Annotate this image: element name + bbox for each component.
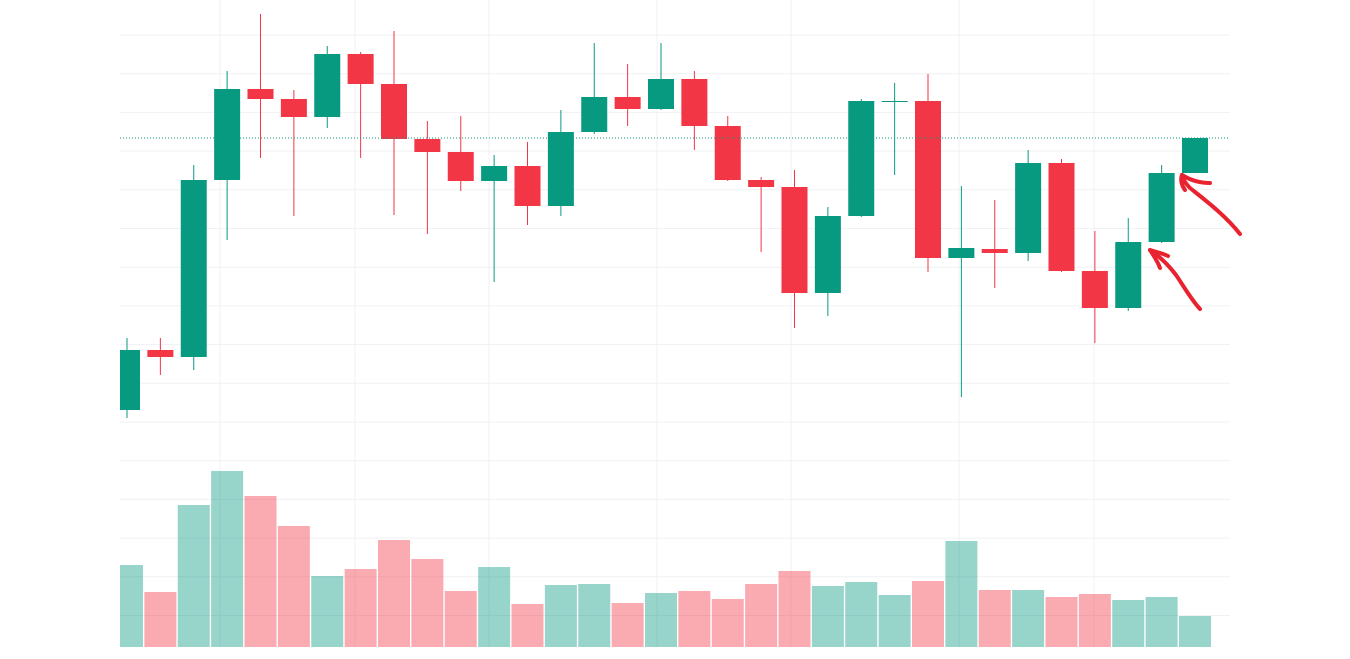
candle-body [981,249,1008,253]
volume-bar [878,595,911,647]
arrow-head [1179,173,1212,192]
candle-body [948,248,975,258]
candle-body [881,101,908,102]
volume-bar [511,604,544,647]
volume-bar [478,567,511,647]
volume-bar [611,603,644,647]
volume-bar [1045,597,1078,647]
volume-bar [1078,594,1111,647]
candle-body [481,166,508,181]
candle-body [547,132,574,206]
volume-bar [978,590,1011,647]
grid [120,0,1230,647]
candle-body [147,350,174,357]
candle-body [414,139,441,152]
candle-body [648,79,674,109]
plot [120,14,1230,647]
volume-bar [711,599,744,647]
candle-body [1081,271,1108,308]
volume-bar [544,585,577,647]
candle-body [848,101,875,216]
volume-bar [120,565,143,647]
volume-bar [811,586,844,647]
volume-bar [1112,600,1145,647]
arrow-head [1148,248,1170,270]
candle-body [447,152,474,181]
volume-bar [311,576,344,647]
volume-bar [745,584,778,647]
candle-body [514,166,541,206]
candle-body [347,54,374,84]
volume-bar [645,593,677,647]
volume-bar [578,584,611,647]
candle-body [1148,173,1175,242]
volume-bar [244,496,277,647]
candle-body [247,89,274,99]
arrow [1148,248,1202,311]
volume-bar [678,591,711,647]
volume-bar [912,581,944,647]
volume-bar [1179,616,1211,647]
candle-body [280,99,307,117]
candle-body [314,54,341,117]
volume-bar [378,540,410,647]
candle-body [614,97,641,109]
candle-body [120,350,140,410]
candle-body [1015,163,1042,253]
candle-body [180,180,207,357]
candle-body [714,126,741,180]
volume-bar [411,559,444,647]
volume-bar [845,582,878,647]
volume-bar [444,591,477,647]
candle-body [381,84,407,139]
volume-bar [144,592,177,647]
volume-bar [778,571,811,647]
volume-bar [1145,597,1178,647]
volume-bar [1012,590,1045,647]
candle-body [581,97,608,132]
candle-body [681,79,708,126]
arrow [1180,173,1242,236]
candle-body [1115,242,1142,308]
volume-bar [945,541,978,647]
candle-body [748,180,775,187]
volume-bar [277,526,310,647]
volume-bar [211,471,244,647]
candle-body [1048,163,1075,271]
candle-body [814,216,841,293]
annotation-arrows [1148,173,1242,311]
candle-body [1182,138,1208,173]
candle-body [915,101,941,258]
volume-bar [344,569,377,647]
volume-bar [177,505,210,647]
candle-body [214,89,241,180]
candle-body [781,187,808,293]
